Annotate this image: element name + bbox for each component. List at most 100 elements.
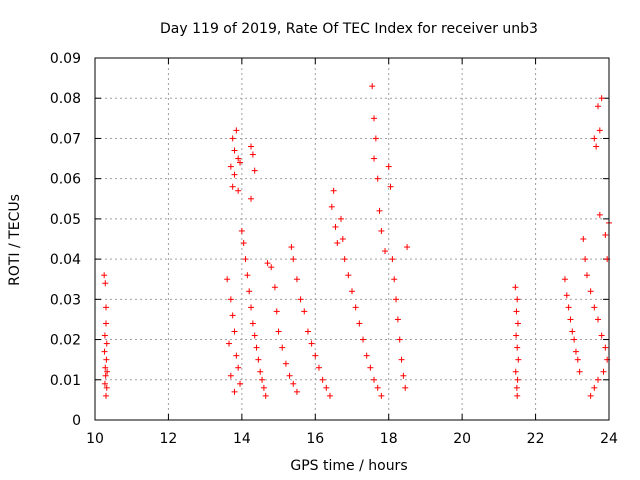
data-point [255, 356, 262, 363]
data-point [323, 384, 330, 391]
data-point [312, 352, 319, 359]
data-point [231, 171, 238, 178]
y-tick-label: 0.02 [50, 333, 81, 349]
data-point [102, 364, 109, 371]
data-point [260, 384, 267, 391]
data-point [400, 372, 407, 379]
data-point [103, 384, 110, 391]
x-tick-label: 10 [86, 431, 104, 447]
x-tick-label: 14 [233, 431, 251, 447]
data-point [235, 364, 242, 371]
data-point [304, 328, 311, 335]
data-point [319, 376, 326, 383]
data-point [514, 392, 521, 399]
data-point [602, 231, 609, 238]
data-point [334, 240, 341, 247]
data-point [337, 215, 344, 222]
data-point [593, 143, 600, 150]
data-point [227, 372, 234, 379]
data-point [293, 276, 300, 283]
data-point [297, 296, 304, 303]
data-points [101, 83, 612, 399]
data-point [513, 308, 520, 315]
data-point [372, 135, 379, 142]
data-point [224, 276, 231, 283]
data-point [591, 135, 598, 142]
data-point [598, 95, 605, 102]
data-point [339, 236, 346, 242]
data-point [374, 175, 381, 182]
data-point [231, 328, 238, 335]
data-point [290, 380, 297, 387]
data-point [514, 344, 521, 351]
data-point [514, 320, 521, 327]
data-point [378, 392, 385, 399]
x-tick-label: 12 [160, 431, 178, 447]
data-point [229, 312, 236, 319]
data-point [251, 332, 258, 339]
data-point [227, 163, 234, 170]
data-point [229, 135, 236, 142]
data-point [101, 348, 108, 355]
data-point [264, 260, 271, 267]
data-point [512, 368, 519, 375]
data-point [231, 388, 238, 395]
data-point [308, 340, 315, 347]
data-point [301, 308, 308, 315]
data-point [594, 316, 601, 323]
data-point [273, 308, 280, 315]
data-point [360, 336, 367, 343]
data-point [515, 356, 522, 363]
data-point [363, 352, 370, 359]
data-point [376, 207, 383, 214]
data-point [248, 195, 255, 202]
data-point [259, 376, 266, 383]
data-point [231, 147, 238, 154]
data-point [328, 203, 335, 210]
data-point [103, 392, 110, 399]
x-tick-label: 18 [380, 431, 398, 447]
data-point [251, 167, 258, 174]
data-point [235, 187, 242, 194]
data-point [271, 284, 278, 291]
data-point [378, 227, 385, 234]
plot-frame [94, 57, 610, 421]
data-point [233, 352, 240, 359]
x-axis-label: GPS time / hours [290, 458, 407, 474]
y-tick-label: 0.03 [50, 292, 81, 308]
data-point [227, 296, 234, 303]
data-point [101, 332, 108, 339]
data-point [341, 256, 348, 263]
x-tick-label: 20 [453, 431, 471, 447]
data-point [226, 340, 233, 347]
data-point [371, 155, 378, 162]
data-point [352, 304, 359, 311]
data-point [356, 320, 363, 327]
x-tick-label: 16 [306, 431, 324, 447]
data-point [382, 248, 389, 255]
data-point [240, 240, 247, 247]
data-point [398, 356, 405, 363]
data-point [262, 392, 269, 399]
y-tick-label: 0 [72, 413, 81, 429]
data-point [257, 368, 264, 375]
axis-ticks: 10 12 14 16 18 20 22 24 0 0.01 0.02 0.03 0.04 0.05 0.0… [50, 51, 618, 447]
data-point [598, 332, 605, 339]
data-point [268, 264, 275, 271]
data-point [237, 159, 244, 166]
data-point [404, 244, 411, 251]
data-point [101, 380, 108, 387]
data-point [513, 332, 520, 339]
data-point [567, 316, 574, 323]
data-point [326, 392, 333, 399]
data-point [248, 304, 255, 311]
data-point [591, 304, 598, 311]
data-point [600, 368, 607, 375]
data-point [249, 320, 256, 327]
y-tick-label: 0.04 [50, 252, 81, 268]
y-tick-label: 0.08 [50, 91, 81, 107]
data-point [286, 372, 293, 379]
chart-title: Day 119 of 2019, Rate Of TEC Index for r… [160, 21, 538, 37]
data-point [396, 336, 403, 343]
